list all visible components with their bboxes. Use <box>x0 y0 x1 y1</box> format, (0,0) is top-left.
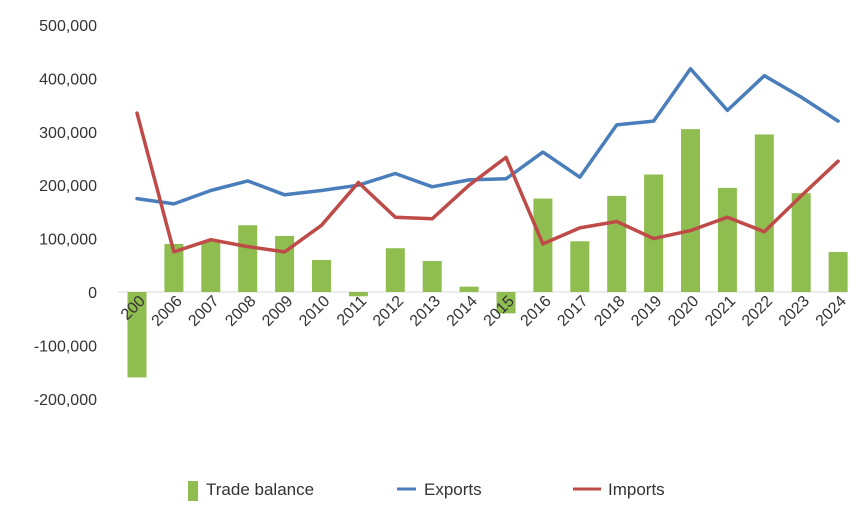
legend-label-imports: Imports <box>608 480 665 499</box>
legend-item-exports: Exports <box>397 480 482 499</box>
y-tick-label: -100,000 <box>34 338 97 355</box>
y-tick-label: -200,000 <box>34 392 97 409</box>
trade-balance-bar <box>201 241 221 292</box>
imports-line <box>135 111 840 254</box>
trade-balance-bar <box>644 174 664 292</box>
x-tick-label: 2012 <box>370 293 407 330</box>
x-tick-label: 2023 <box>776 293 813 330</box>
trade-balance-bar <box>828 251 848 292</box>
trade-balance-bar <box>570 241 590 292</box>
x-tick-label: 2018 <box>591 293 628 330</box>
y-tick-label: 400,000 <box>39 71 97 88</box>
trade-balance-bar <box>275 235 295 292</box>
trade-balance-bar <box>754 134 774 292</box>
y-axis: 500,000 400,000 300,000 200,000 100,000 0 -100… <box>34 18 97 409</box>
trade-balance-bar <box>607 195 627 292</box>
x-tick-label: 2010 <box>296 293 333 330</box>
y-tick-label: 0 <box>88 285 97 302</box>
y-tick-label: 100,000 <box>39 232 97 249</box>
x-tick-label: 2006 <box>149 293 186 330</box>
x-tick-label: 2011 <box>334 293 370 329</box>
x-tick-label: 2007 <box>185 293 222 330</box>
x-tick-label: 2014 <box>444 293 481 330</box>
exports-line <box>135 67 840 206</box>
x-tick-label: 2019 <box>628 293 665 330</box>
x-tick-label: 2009 <box>259 293 296 330</box>
trade-balance-bar <box>717 187 737 292</box>
legend-item-imports: Imports <box>573 480 665 499</box>
trade-balance-bar <box>422 261 442 292</box>
trade-balance-bar <box>127 292 147 378</box>
x-tick-label: 2017 <box>554 293 591 330</box>
y-tick-label: 500,000 <box>39 18 97 35</box>
trade-balance-bar <box>238 225 258 292</box>
trade-balance-bar <box>496 292 516 314</box>
x-tick-label: 2020 <box>665 293 702 330</box>
trade-balance-bar <box>459 286 479 292</box>
trade-balance-bar <box>385 248 405 292</box>
x-tick-label: 2024 <box>813 293 850 330</box>
trade-balance-bar <box>791 193 811 292</box>
trade-balance-bars <box>127 129 848 378</box>
legend: Trade balance Exports Imports <box>188 480 665 501</box>
x-tick-label: 2021 <box>702 293 739 330</box>
series-lines <box>135 67 840 254</box>
x-tick-label: 2022 <box>739 293 776 330</box>
legend-swatch-trade-balance <box>188 481 198 501</box>
x-tick-label: 2008 <box>222 293 259 330</box>
trade-balance-bar <box>164 243 184 292</box>
y-tick-label: 200,000 <box>39 178 97 195</box>
trade-balance-bar <box>312 259 331 292</box>
trade-balance-bar <box>681 129 700 292</box>
trade-balance-bar <box>348 292 368 297</box>
legend-label-trade-balance: Trade balance <box>206 480 314 499</box>
x-tick-label: 2013 <box>407 293 444 330</box>
x-axis: 200 2006 2007 2008 2009 2010 2011 2012 2013 2014 2… <box>118 293 850 330</box>
x-tick-label: 2016 <box>518 293 555 330</box>
legend-label-exports: Exports <box>424 480 482 499</box>
legend-item-trade-balance: Trade balance <box>188 480 314 501</box>
y-tick-label: 300,000 <box>39 125 97 142</box>
